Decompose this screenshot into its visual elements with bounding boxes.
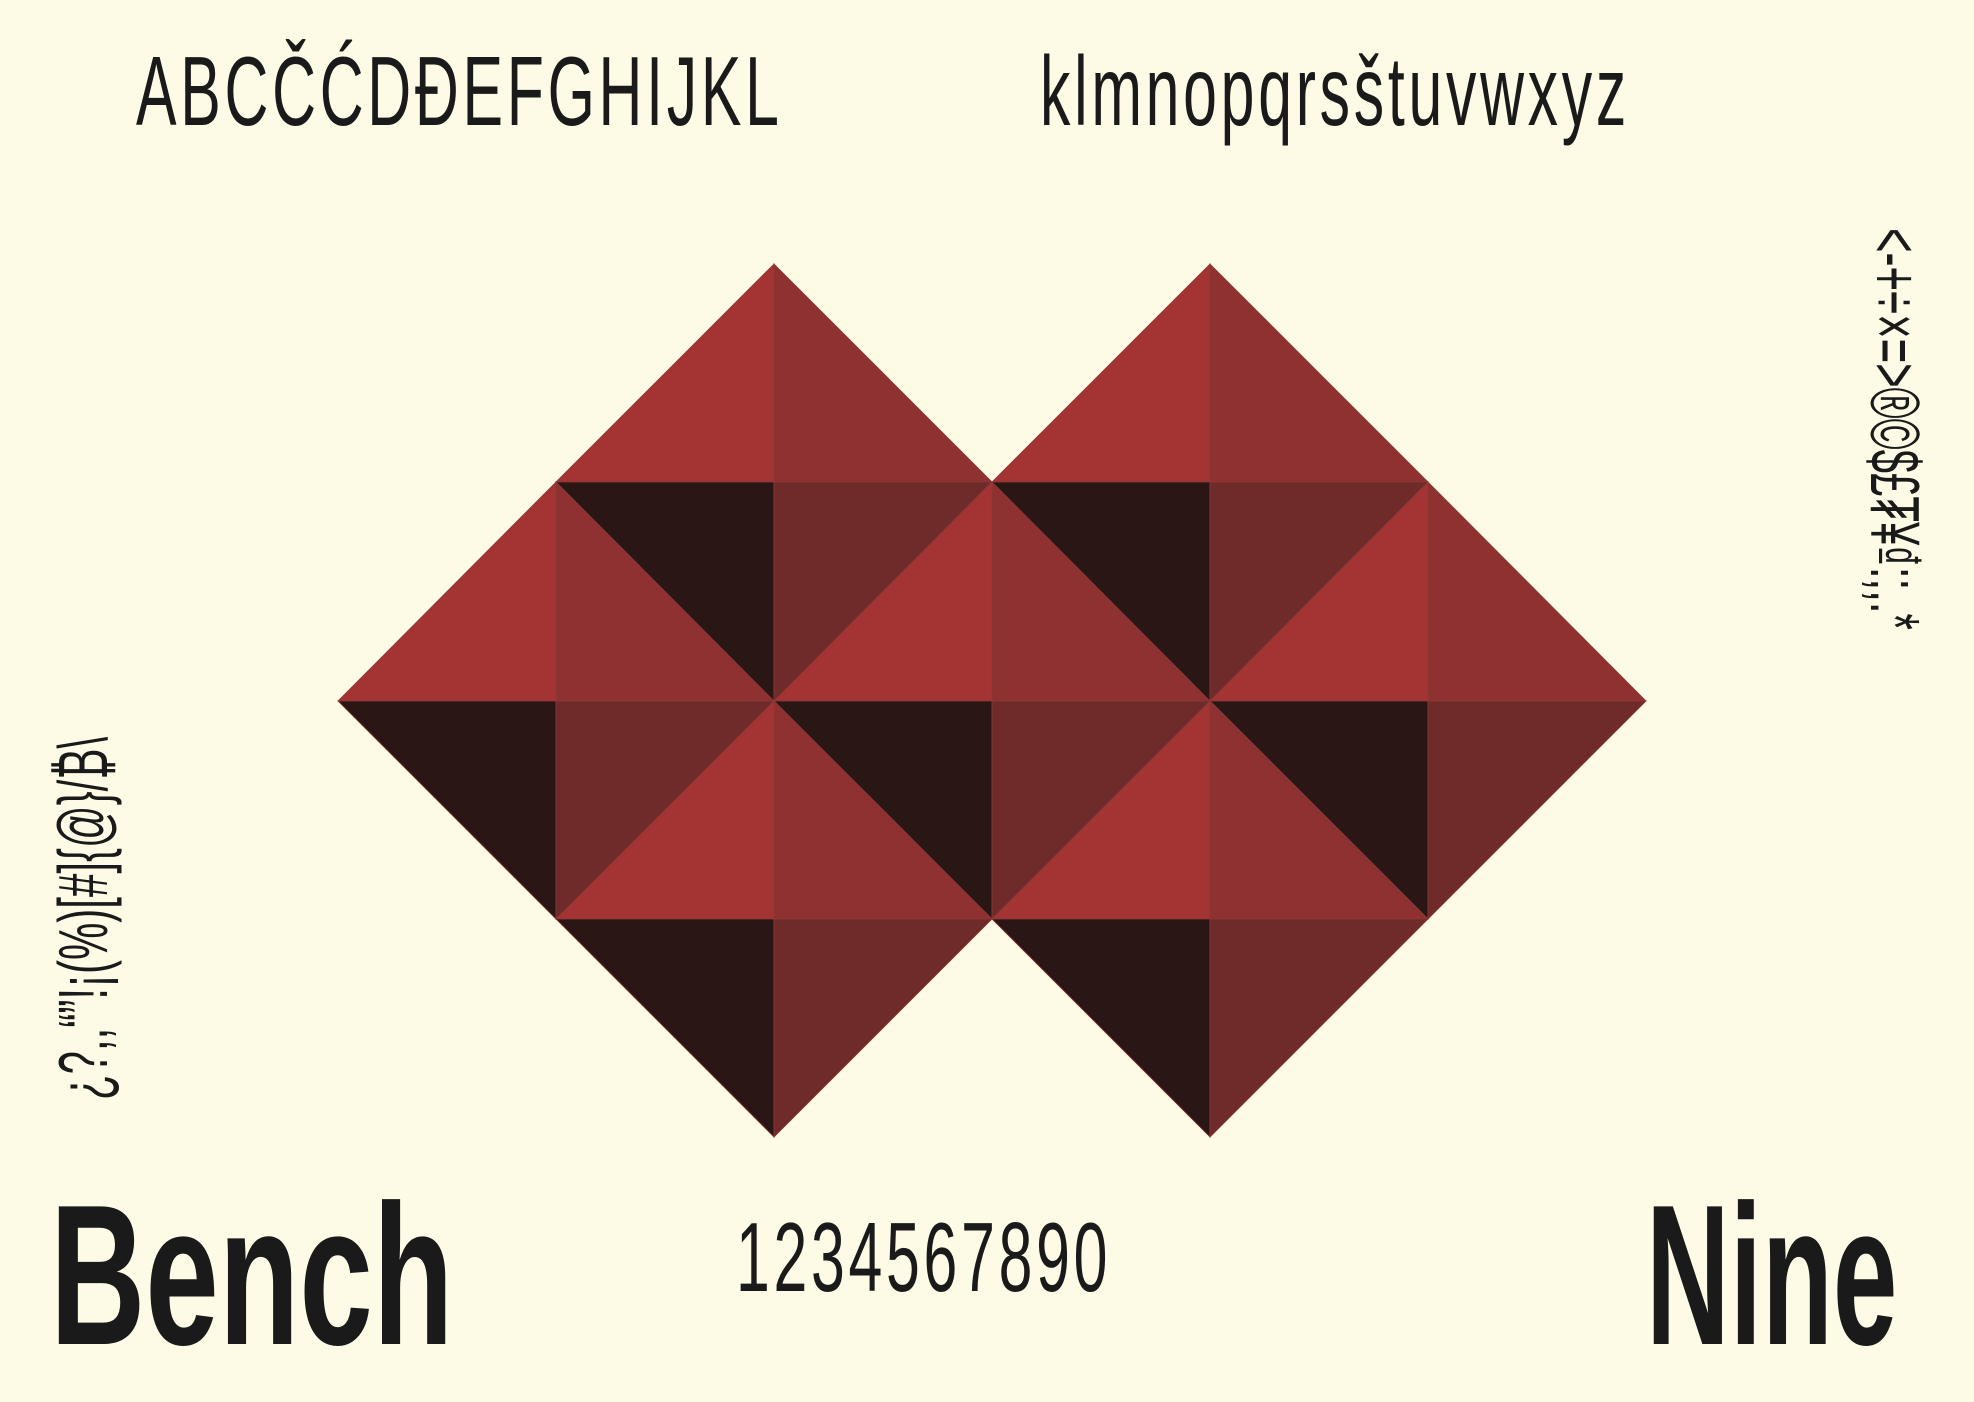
tri (1209, 918, 1429, 1138)
lowercase-alphabet: klmnopqrsštuvwxyz (1040, 36, 1630, 146)
font-name-first-word: Bench (50, 1164, 454, 1387)
tri (337, 481, 557, 702)
tri (1427, 481, 1647, 702)
tri (1427, 700, 1647, 920)
left-punctuation-column: ¿?,,“”!¡(%)[#]{@}/₿\ (44, 736, 122, 1100)
right-symbols-column: <-+÷×=>®©$£₮¥₫:;,.* (1856, 228, 1934, 630)
tri (991, 263, 1211, 483)
font-name-second-word: Nine (1646, 1164, 1898, 1387)
tri (337, 700, 557, 920)
left-diamond (337, 263, 993, 1138)
tri (555, 263, 775, 483)
tri (555, 918, 775, 1138)
tri (991, 918, 1211, 1138)
tri (1209, 263, 1429, 483)
uppercase-alphabet: ABCČĆDĐEFGHIJKL (136, 36, 783, 146)
digits-row: 1234567890 (736, 1202, 1112, 1312)
tri (773, 918, 993, 1138)
right-diamond (991, 263, 1647, 1138)
tri (773, 263, 993, 483)
